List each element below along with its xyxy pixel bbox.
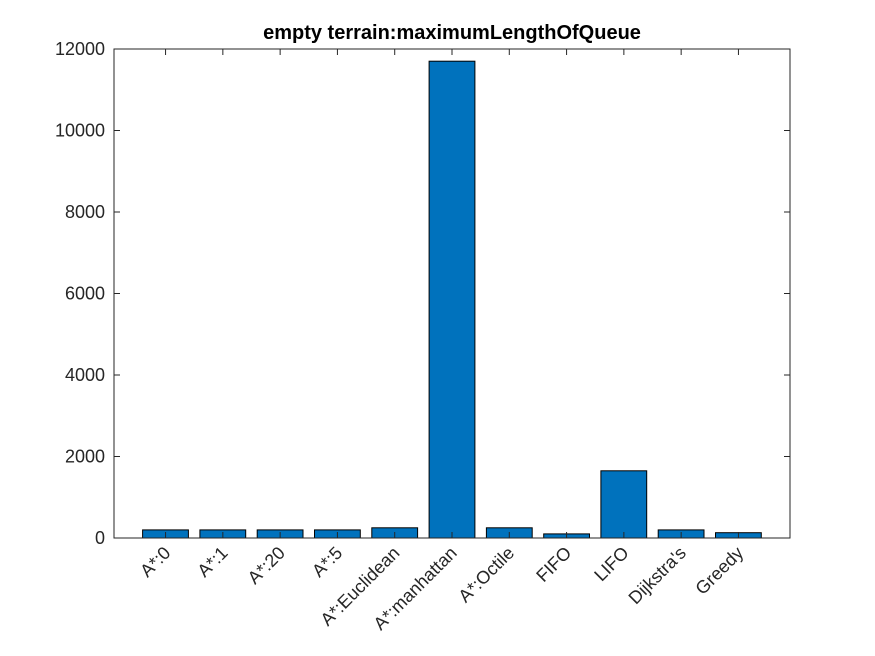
xtick-label-0: A*:0 bbox=[136, 543, 174, 581]
xtick-label-3: A*:5 bbox=[308, 543, 346, 581]
ytick-label-6: 12000 bbox=[55, 39, 105, 59]
bar-5 bbox=[428, 60, 476, 539]
ytick-label-5: 10000 bbox=[55, 121, 105, 141]
xtick-label-7: FIFO bbox=[532, 543, 575, 586]
xtick-label-6: A*:Octile bbox=[454, 543, 518, 607]
ytick-label-1: 2000 bbox=[65, 447, 105, 467]
chart-title: empty terrain:maximumLengthOfQueue bbox=[263, 22, 641, 44]
ytick-label-0: 0 bbox=[95, 528, 105, 548]
xtick-label-9: Dijkstra's bbox=[625, 543, 690, 608]
ytick-label-4: 8000 bbox=[65, 202, 105, 222]
xtick-label-1: A*:1 bbox=[193, 543, 231, 581]
xtick-label-8: LIFO bbox=[590, 543, 632, 585]
ytick-label-3: 6000 bbox=[65, 284, 105, 304]
xtick-label-2: A*:20 bbox=[244, 543, 289, 588]
ytick-label-2: 4000 bbox=[65, 365, 105, 385]
xtick-label-10: Greedy bbox=[691, 543, 747, 599]
bar-8 bbox=[600, 470, 648, 539]
y-axis-ticks: 0 2000 4000 6000 8000 10000 12000 bbox=[55, 39, 790, 548]
bars-group bbox=[142, 60, 762, 539]
